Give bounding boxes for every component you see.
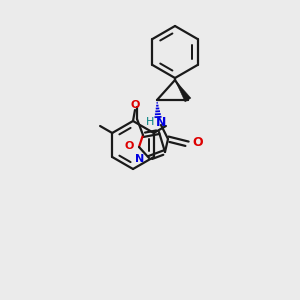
Text: O: O — [192, 136, 202, 149]
Text: N: N — [135, 154, 144, 164]
Text: H: H — [146, 117, 154, 127]
Text: O: O — [124, 141, 134, 151]
Text: N: N — [156, 116, 166, 128]
Text: O: O — [130, 100, 140, 110]
Polygon shape — [175, 80, 191, 102]
